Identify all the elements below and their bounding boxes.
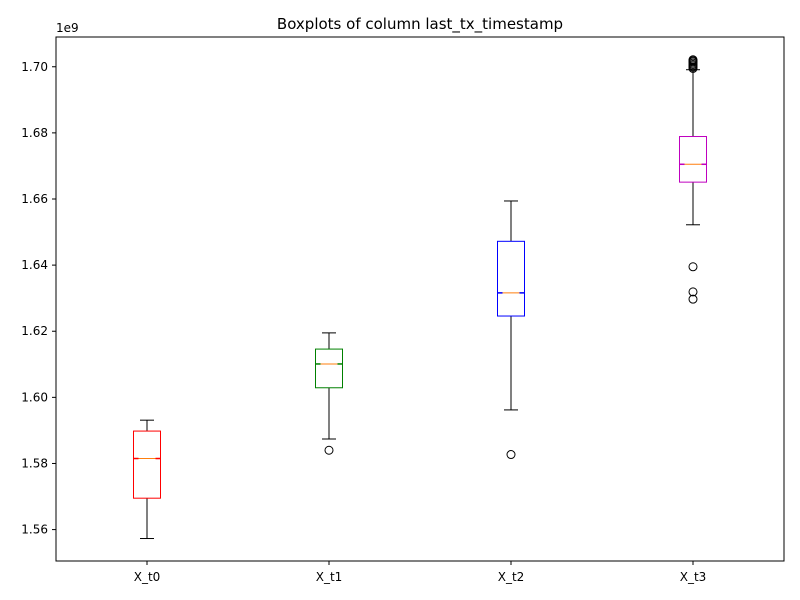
plot-frame [55, 36, 785, 562]
y-axis-offset-label: 1e9 [56, 21, 79, 35]
box-X_t2 [497, 200, 525, 460]
x-tick-label: X_t1 [316, 570, 343, 584]
y-tick-label: 1.60 [21, 390, 48, 404]
x-tick-label: X_t0 [134, 570, 161, 584]
outlier-point [324, 445, 334, 455]
y-tick-label: 1.58 [21, 456, 48, 470]
outlier-point [688, 55, 698, 65]
y-tick-label: 1.68 [21, 126, 48, 140]
x-axis: X_t0 X_t1 X_t2 X_t3 [134, 561, 707, 584]
plot-area [133, 55, 707, 540]
iqr-box [133, 430, 161, 499]
outlier-point [688, 262, 698, 272]
box-X_t1 [315, 332, 343, 455]
outlier-point [688, 294, 698, 304]
y-tick-label: 1.56 [21, 523, 48, 537]
y-tick-label: 1.66 [21, 192, 48, 206]
iqr-box [497, 240, 525, 317]
chart-title: Boxplots of column last_tx_timestamp [277, 15, 563, 34]
x-tick-label: X_t3 [680, 570, 707, 584]
outlier-point [688, 287, 698, 297]
box-X_t3 [679, 55, 707, 304]
y-tick-label: 1.70 [21, 60, 48, 74]
y-axis: 1.56 1.58 1.60 1.62 1.64 1.66 1.68 1.70 [21, 60, 56, 537]
x-tick-label: X_t2 [498, 570, 525, 584]
y-tick-label: 1.64 [21, 258, 48, 272]
iqr-box [315, 348, 343, 389]
box-X_t0 [133, 419, 161, 540]
outlier-point [506, 450, 516, 460]
y-tick-label: 1.62 [21, 324, 48, 338]
iqr-box [679, 136, 707, 183]
